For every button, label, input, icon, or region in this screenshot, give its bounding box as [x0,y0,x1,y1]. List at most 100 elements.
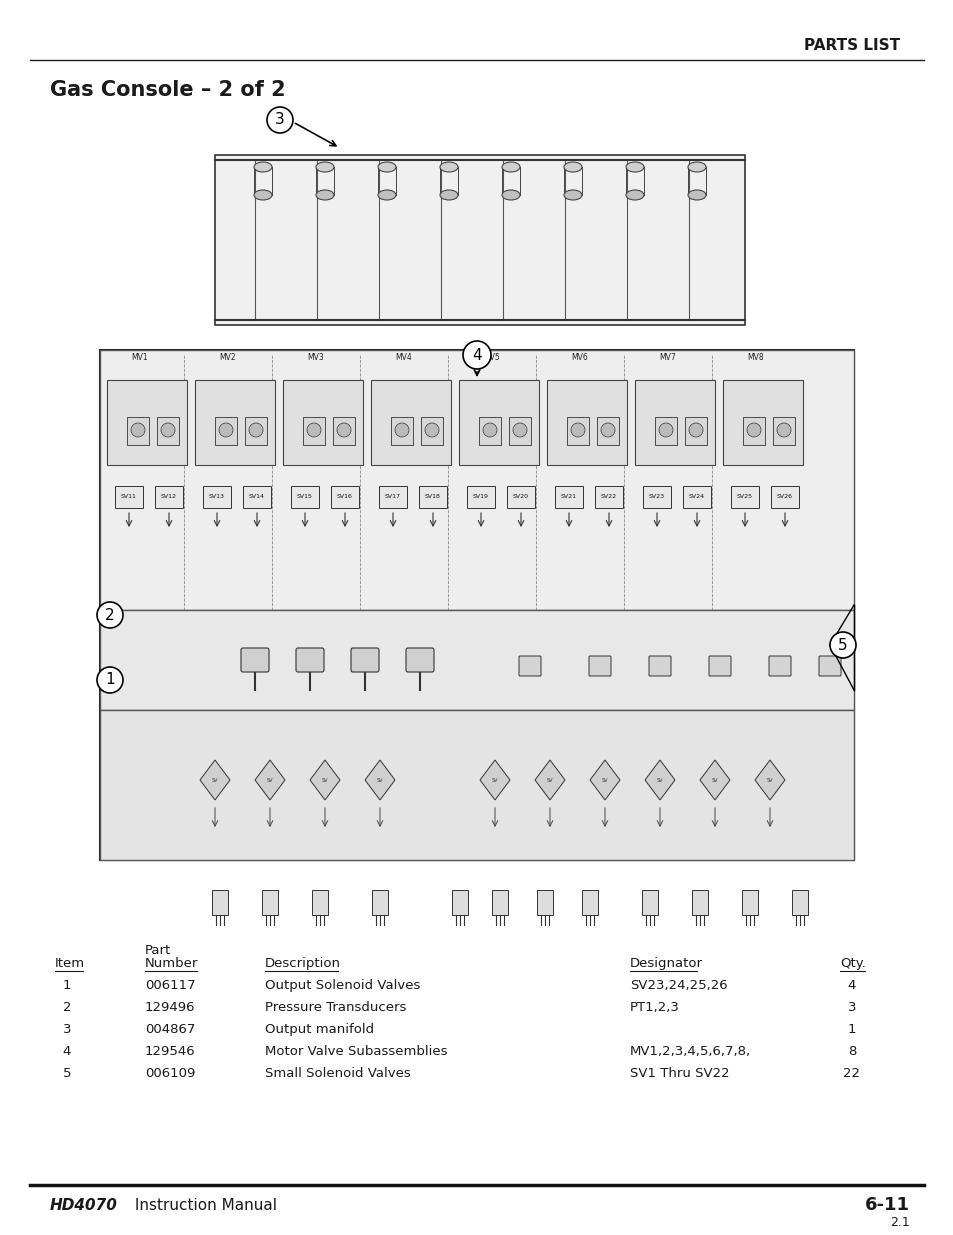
Circle shape [249,424,263,437]
Circle shape [219,424,233,437]
Bar [684,417,706,445]
Text: SV14: SV14 [249,494,265,499]
Text: SV19: SV19 [473,494,489,499]
Text: 129496: 129496 [145,1002,195,1014]
Text: 1: 1 [847,1023,856,1036]
Text: SV: SV [491,778,497,783]
Ellipse shape [625,162,643,172]
Text: 006109: 006109 [145,1067,195,1079]
Text: SV15: SV15 [296,494,313,499]
Bar [730,487,759,508]
Polygon shape [310,760,339,800]
Ellipse shape [315,190,334,200]
Text: MV1: MV1 [132,353,148,363]
Bar [691,890,707,915]
Circle shape [829,632,855,658]
Text: 22: 22 [842,1067,860,1079]
Text: Description: Description [265,957,340,969]
Bar [452,890,468,915]
Text: Pressure Transducers: Pressure Transducers [265,1002,406,1014]
Bar [194,380,274,466]
Bar [506,487,535,508]
Bar [509,417,531,445]
Bar [333,417,355,445]
Bar [635,380,714,466]
FancyBboxPatch shape [295,648,324,672]
Text: MV3: MV3 [307,353,324,363]
Ellipse shape [563,190,581,200]
Bar [283,380,363,466]
Bar [115,487,143,508]
Circle shape [97,667,123,693]
FancyBboxPatch shape [406,648,434,672]
Text: Instruction Manual: Instruction Manual [130,1198,276,1213]
Polygon shape [700,760,729,800]
Text: 004867: 004867 [145,1023,195,1036]
Text: HD4070: HD4070 [50,1198,118,1213]
Text: SV13: SV13 [209,494,225,499]
Text: SV20: SV20 [513,494,529,499]
Polygon shape [254,760,285,800]
Text: 006117: 006117 [145,979,195,992]
Bar [291,487,318,508]
FancyBboxPatch shape [648,656,670,676]
Bar [312,890,328,915]
Text: MV4: MV4 [395,353,412,363]
Text: SV1 Thru SV22: SV1 Thru SV22 [629,1067,729,1079]
Circle shape [97,601,123,629]
Bar [641,890,658,915]
Ellipse shape [563,162,581,172]
Text: MV5: MV5 [483,353,500,363]
Text: SV26: SV26 [776,494,792,499]
Text: SV: SV [656,778,662,783]
Circle shape [688,424,702,437]
Circle shape [600,424,615,437]
Text: 129546: 129546 [145,1045,195,1058]
Text: SV25: SV25 [737,494,752,499]
Circle shape [746,424,760,437]
Text: SV21: SV21 [560,494,577,499]
Bar [100,710,853,860]
Ellipse shape [687,162,705,172]
Bar [467,487,495,508]
Circle shape [131,424,145,437]
Text: Motor Valve Subassemblies: Motor Valve Subassemblies [265,1045,447,1058]
Text: 2.1: 2.1 [889,1216,909,1230]
Ellipse shape [439,190,457,200]
Text: SV: SV [711,778,718,783]
Bar [492,890,507,915]
Text: 2: 2 [63,1002,71,1014]
Bar [722,380,802,466]
Bar [107,380,187,466]
Bar [772,417,794,445]
Text: Designator: Designator [629,957,702,969]
Bar [100,350,853,860]
Text: Gas Console – 2 of 2: Gas Console – 2 of 2 [50,80,285,100]
Text: 5: 5 [838,637,847,652]
Bar [420,417,442,445]
Bar [214,156,744,325]
Text: Output Solenoid Valves: Output Solenoid Valves [265,979,420,992]
Circle shape [659,424,672,437]
Text: 3: 3 [847,1002,856,1014]
Text: MV1,2,3,4,5,6,7,8,: MV1,2,3,4,5,6,7,8, [629,1045,750,1058]
Text: MV6: MV6 [571,353,588,363]
Bar [100,350,853,610]
Bar [555,487,582,508]
Circle shape [424,424,438,437]
Circle shape [462,341,491,369]
Bar [682,487,710,508]
FancyBboxPatch shape [708,656,730,676]
Bar [742,417,764,445]
Bar [303,417,325,445]
Text: SV: SV [766,778,773,783]
Bar [157,417,179,445]
Ellipse shape [377,190,395,200]
Ellipse shape [315,162,334,172]
Circle shape [267,107,293,133]
Text: SV18: SV18 [425,494,440,499]
Text: SV: SV [267,778,273,783]
Text: 3: 3 [63,1023,71,1036]
Text: 4: 4 [847,979,855,992]
Bar [214,417,236,445]
